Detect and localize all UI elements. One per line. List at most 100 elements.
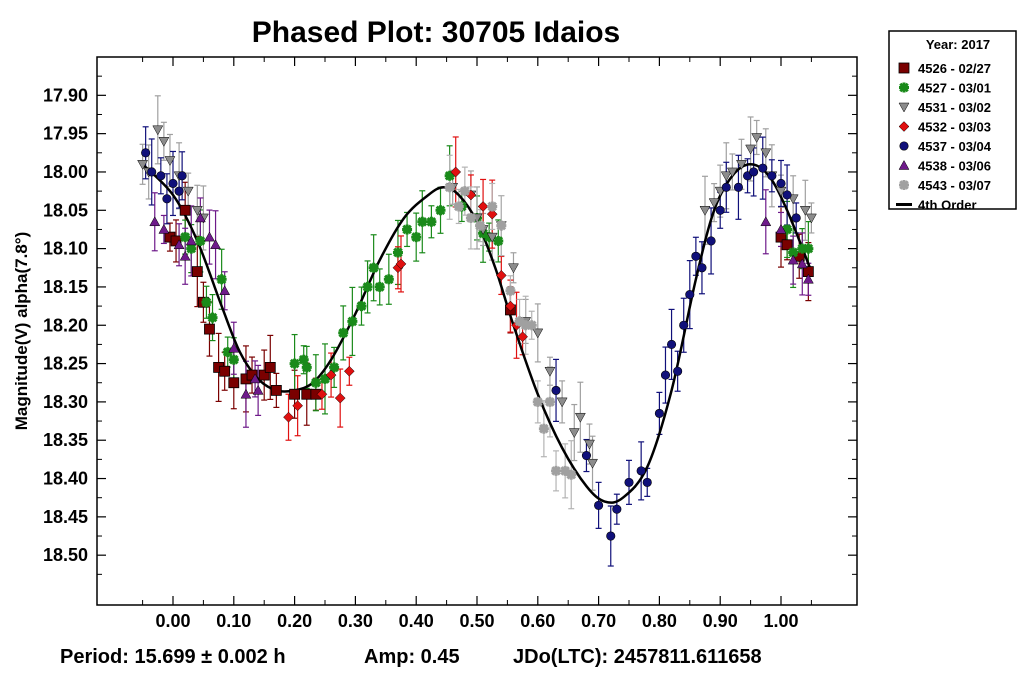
data-point [395, 258, 407, 270]
data-point [636, 466, 646, 476]
x-tick-label: 0.80 [642, 611, 677, 631]
data-point [180, 232, 191, 243]
series-5 [141, 148, 801, 541]
data-point [799, 206, 811, 216]
data-point [660, 370, 671, 380]
data-point [715, 205, 725, 215]
data-point [796, 258, 808, 269]
data-point [551, 385, 561, 395]
data-point [298, 354, 309, 365]
data-point [374, 281, 385, 292]
legend-marker [899, 141, 909, 151]
x-tick-label: 0.50 [459, 611, 494, 631]
data-point [411, 232, 422, 243]
data-point [402, 224, 413, 235]
data-point [805, 213, 817, 224]
data-point [606, 531, 616, 541]
data-point [228, 377, 240, 389]
amplitude-label: Amp: 0.45 [364, 646, 460, 668]
legend-entry: 4th Order [896, 198, 977, 213]
data-point [289, 388, 301, 400]
y-tick-label: 18.35 [43, 430, 88, 450]
data-point [195, 235, 206, 246]
data-point [568, 428, 580, 439]
data-point [505, 300, 516, 312]
chart-title: Phased Plot: 30705 Idaios [252, 16, 620, 49]
data-point [654, 408, 664, 418]
data-point [544, 366, 556, 377]
x-tick-label: 0.10 [216, 611, 251, 631]
data-point [301, 388, 313, 400]
data-point [191, 206, 203, 216]
data-point [477, 201, 489, 212]
data-point [204, 323, 215, 335]
legend-label: 4526 - 02/27 [918, 61, 991, 76]
data-point [444, 182, 455, 193]
data-point [736, 160, 747, 170]
data-point [699, 206, 711, 216]
data-point [667, 339, 677, 349]
legend-label: 4531 - 03/02 [918, 100, 991, 115]
legend-label: 4532 - 03/03 [918, 120, 991, 135]
y-tick-label: 18.00 [43, 162, 88, 182]
x-tick-label: 0.70 [581, 611, 616, 631]
data-point [517, 331, 528, 343]
legend-entry: 4538 - 03/06 [898, 159, 991, 174]
data-point [749, 167, 759, 177]
data-point [791, 213, 801, 223]
data-point [392, 247, 403, 258]
y-tick-label: 17.90 [43, 85, 88, 105]
data-point [228, 354, 239, 365]
data-point [532, 396, 543, 407]
data-point [249, 373, 261, 384]
data-point [788, 247, 799, 258]
y-tick-label: 18.25 [43, 354, 88, 374]
data-point [487, 201, 498, 212]
data-point [182, 186, 194, 197]
legend-label: 4537 - 03/04 [918, 139, 992, 154]
data-point [270, 384, 282, 396]
data-point [767, 171, 777, 181]
data-point [173, 239, 185, 250]
x-tick-label: 0.30 [338, 611, 373, 631]
data-point [733, 182, 743, 192]
data-point [258, 369, 270, 381]
data-point [679, 320, 689, 330]
data-point [343, 365, 355, 377]
data-point [222, 347, 233, 358]
legend-label: 4538 - 03/06 [918, 159, 991, 174]
data-point [179, 204, 191, 216]
data-point [775, 223, 787, 234]
legend-entry: 4532 - 03/03 [898, 120, 991, 135]
data-point [760, 148, 772, 159]
legend-header: Year: 2017 [926, 37, 990, 52]
legend-box [888, 30, 1017, 210]
data-point [186, 243, 197, 254]
data-point [508, 263, 519, 274]
series-3 [137, 125, 817, 469]
data-point [751, 133, 763, 143]
legend-entry: 4543 - 03/07 [899, 178, 991, 193]
data-point [760, 216, 772, 227]
data-point [174, 186, 184, 196]
data-point [362, 281, 373, 292]
legend-entry: 4531 - 03/02 [898, 100, 991, 115]
x-tick-label: 0.90 [703, 611, 738, 631]
data-point [435, 205, 446, 216]
plot-marks [137, 95, 817, 567]
data-point [283, 411, 294, 423]
legend-entry: 4537 - 03/04 [899, 139, 992, 154]
data-point [781, 239, 793, 251]
data-point [544, 396, 555, 407]
data-point [147, 167, 157, 177]
data-point [574, 412, 586, 423]
data-point [708, 198, 720, 209]
data-point [325, 369, 337, 381]
data-point [417, 216, 428, 227]
legend-entry: 4527 - 03/01 [899, 81, 991, 96]
data-point [156, 171, 166, 181]
data-point [310, 377, 321, 388]
data-point [356, 301, 367, 312]
data-point [797, 243, 808, 254]
